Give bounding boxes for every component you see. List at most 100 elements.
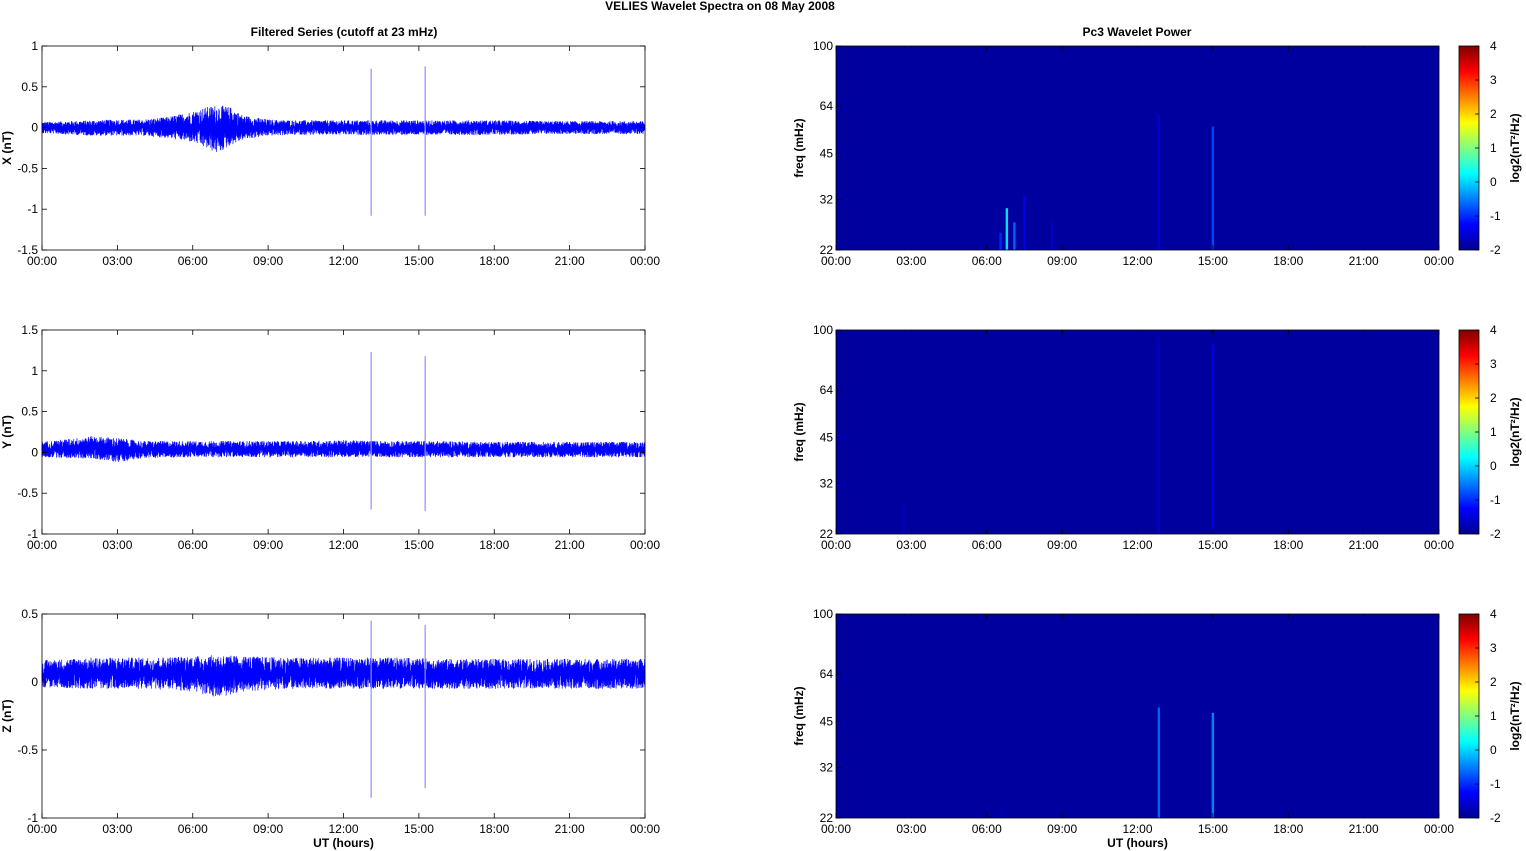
x-tick-label: 00:00 — [1424, 822, 1454, 836]
data-trace — [41, 655, 646, 697]
colorbar-tick-label: 2 — [1490, 391, 1497, 405]
colorbar-label: log2(nT²/Hz) — [1508, 113, 1522, 182]
colorbar-tick-label: 2 — [1490, 675, 1497, 689]
right-column-title: Pc3 Wavelet Power — [1083, 25, 1192, 39]
time-series-panel-2: 1.510.50-0.5-100:00 03:00 06:00 09:00 12:00 1… — [0, 323, 660, 552]
y-tick-label: 22 — [820, 811, 834, 825]
x-tick-label: 09:00 — [253, 822, 283, 836]
x-tick-label: 15:00 — [1198, 538, 1228, 552]
colorbar-tick-label: 1 — [1490, 709, 1497, 723]
y-tick-label: -0.5 — [17, 161, 38, 175]
y-tick-label: -1 — [27, 202, 38, 216]
x-axis-label-right: UT (hours) — [1107, 836, 1168, 850]
x-tick-label: 12:00 — [328, 254, 358, 268]
y-axis-label: Z (nT) — [0, 699, 14, 732]
x-tick-label: 00:00 — [1424, 254, 1454, 268]
y-tick-label: 64 — [820, 667, 834, 681]
x-tick-label: 06:00 — [178, 538, 208, 552]
x-tick-label: 09:00 — [253, 538, 283, 552]
x-tick-label: 06:00 — [972, 538, 1002, 552]
x-tick-label: 21:00 — [1349, 822, 1379, 836]
colorbar-tick-label: -2 — [1490, 811, 1501, 825]
x-tick-label: 00:00 — [821, 254, 851, 268]
x-tick-label: 15:00 — [1198, 254, 1228, 268]
x-tick-label: 00:00 — [27, 254, 57, 268]
x-tick-label: 00:00 — [1424, 538, 1454, 552]
x-tick-label: 15:00 — [1198, 822, 1228, 836]
y-tick-label: 45 — [820, 431, 834, 445]
data-trace — [41, 105, 646, 152]
left-column-title: Filtered Series (cutoff at 23 mHz) — [251, 25, 438, 39]
y-tick-label: 64 — [820, 99, 834, 113]
x-tick-label: 21:00 — [555, 254, 585, 268]
y-tick-label: 0 — [31, 445, 38, 459]
y-tick-label: 1.5 — [21, 323, 38, 337]
x-tick-label: 18:00 — [479, 538, 509, 552]
colorbar-tick-label: 3 — [1490, 357, 1497, 371]
spectral-feature — [1000, 806, 1004, 818]
x-tick-label: 03:00 — [896, 822, 926, 836]
y-tick-label: 64 — [820, 383, 834, 397]
plot-area — [42, 46, 645, 250]
x-tick-label: 21:00 — [555, 538, 585, 552]
y-tick-label: 0.5 — [21, 405, 38, 419]
y-tick-label: -0.5 — [17, 743, 38, 757]
x-tick-label: 12:00 — [1122, 254, 1152, 268]
plot-area — [42, 614, 645, 818]
y-tick-label: 32 — [820, 761, 834, 775]
y-tick-label: 22 — [820, 243, 834, 257]
colorbar-tick-label: 1 — [1490, 141, 1497, 155]
spectral-feature — [1023, 195, 1026, 250]
x-tick-label: 21:00 — [1349, 254, 1379, 268]
x-tick-label: 15:00 — [404, 254, 434, 268]
y-tick-label: 45 — [820, 715, 834, 729]
x-tick-label: 03:00 — [102, 254, 132, 268]
x-tick-label: 06:00 — [178, 822, 208, 836]
spectral-feature — [1157, 114, 1161, 250]
colorbar-tick-label: 0 — [1490, 175, 1497, 189]
colorbar-tick-label: 4 — [1490, 39, 1497, 53]
spectral-feature — [1013, 222, 1016, 250]
spectrum-background — [836, 330, 1439, 534]
x-tick-label: 18:00 — [479, 254, 509, 268]
x-tick-label: 00:00 — [821, 538, 851, 552]
spectral-feature — [1005, 208, 1009, 250]
colorbar-tick-label: 3 — [1490, 73, 1497, 87]
y-tick-label: -1 — [27, 811, 38, 825]
spectrum-background — [836, 614, 1439, 818]
colorbar-tick-label: 0 — [1490, 459, 1497, 473]
y-tick-label: 1 — [31, 364, 38, 378]
spectral-feature — [1050, 222, 1054, 250]
x-tick-label: 09:00 — [1047, 538, 1077, 552]
y-axis-label: Y (nT) — [0, 415, 14, 449]
spectral-feature — [1211, 344, 1215, 534]
y-axis-label: X (nT) — [0, 131, 14, 165]
x-tick-label: 18:00 — [1273, 822, 1303, 836]
colorbar-tick-label: 0 — [1490, 743, 1497, 757]
colorbar-tick-label: -1 — [1490, 493, 1501, 507]
colorbar-label: log2(nT²/Hz) — [1508, 397, 1522, 466]
x-tick-label: 15:00 — [404, 822, 434, 836]
x-tick-label: 18:00 — [479, 822, 509, 836]
x-tick-label: 03:00 — [102, 822, 132, 836]
colorbar-tick-label: -1 — [1490, 209, 1501, 223]
x-tick-label: 03:00 — [896, 254, 926, 268]
y-tick-label: -1.5 — [17, 243, 38, 257]
colorbar-tick-label: 2 — [1490, 107, 1497, 121]
y-tick-label: 100 — [813, 39, 833, 53]
x-tick-label: 18:00 — [1273, 254, 1303, 268]
y-axis-label: freq (mHz) — [792, 402, 806, 461]
colorbar-tick-label: 4 — [1490, 607, 1497, 621]
x-tick-label: 06:00 — [972, 254, 1002, 268]
x-tick-label: 00:00 — [27, 538, 57, 552]
x-tick-label: 00:00 — [630, 254, 660, 268]
y-tick-label: 100 — [813, 323, 833, 337]
y-tick-label: 0.5 — [21, 80, 38, 94]
x-tick-label: 21:00 — [555, 822, 585, 836]
colorbar-label: log2(nT²/Hz) — [1508, 681, 1522, 750]
y-tick-label: 0 — [31, 675, 38, 689]
x-tick-label: 12:00 — [1122, 538, 1152, 552]
